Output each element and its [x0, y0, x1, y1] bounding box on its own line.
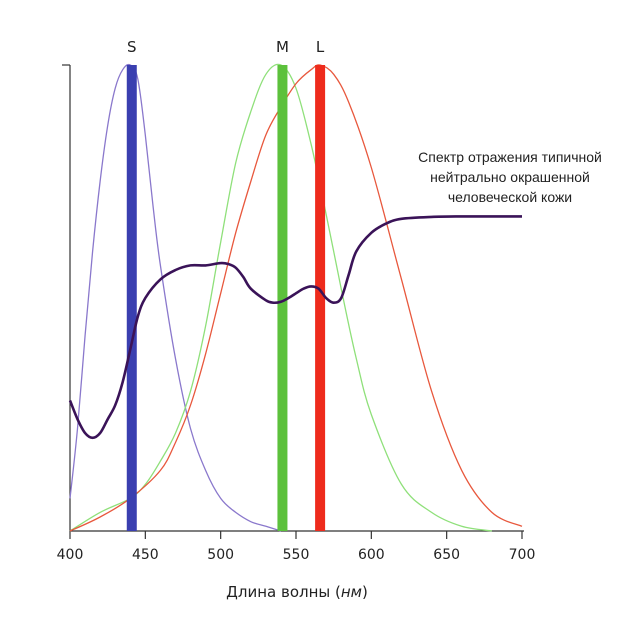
x-tick-label-500: 500: [207, 547, 234, 563]
x-axis-label-unit: нм: [341, 583, 362, 601]
annotation-line-1: Спектр отражения типичной: [418, 149, 602, 165]
series-line-s: [69, 63, 282, 532]
x-tick-label-550: 550: [283, 547, 310, 563]
x-tick-label-400: 400: [57, 547, 84, 563]
skin-reflectance-annotation: Спектр отражения типичной нейтрально окр…: [418, 149, 602, 205]
cone-peak-bar-l: [315, 65, 326, 531]
series-line-skin-reflectance: [68, 215, 522, 440]
cone-peak-bar-s: [126, 65, 137, 531]
cone-label-s: S: [127, 38, 137, 56]
annotation-line-2: нейтрально окрашенной: [430, 169, 590, 185]
x-axis-label-text: Длина волны: [226, 583, 330, 601]
axes: 400 450 500 550 600 650 700: [57, 64, 536, 563]
x-tick-label-450: 450: [132, 547, 159, 563]
x-axis-label: Длина волны (нм): [226, 583, 368, 601]
series-line-m: [69, 63, 493, 532]
cone-peak-bar-m: [277, 65, 288, 531]
series-layer: [69, 63, 523, 532]
cone-label-l: L: [316, 38, 325, 56]
annotation-line-3: человеческой кожи: [448, 189, 572, 205]
x-tick-label-700: 700: [509, 547, 536, 563]
series-line-l: [69, 64, 523, 532]
x-tick-label-600: 600: [358, 547, 385, 563]
x-axis-label-open-paren: (: [330, 583, 341, 601]
x-tick-label-650: 650: [433, 547, 460, 563]
x-axis-label-close-paren: ): [362, 583, 368, 601]
x-ticks: 400 450 500 550 600 650 700: [57, 531, 536, 563]
cone-label-m: M: [276, 38, 289, 56]
